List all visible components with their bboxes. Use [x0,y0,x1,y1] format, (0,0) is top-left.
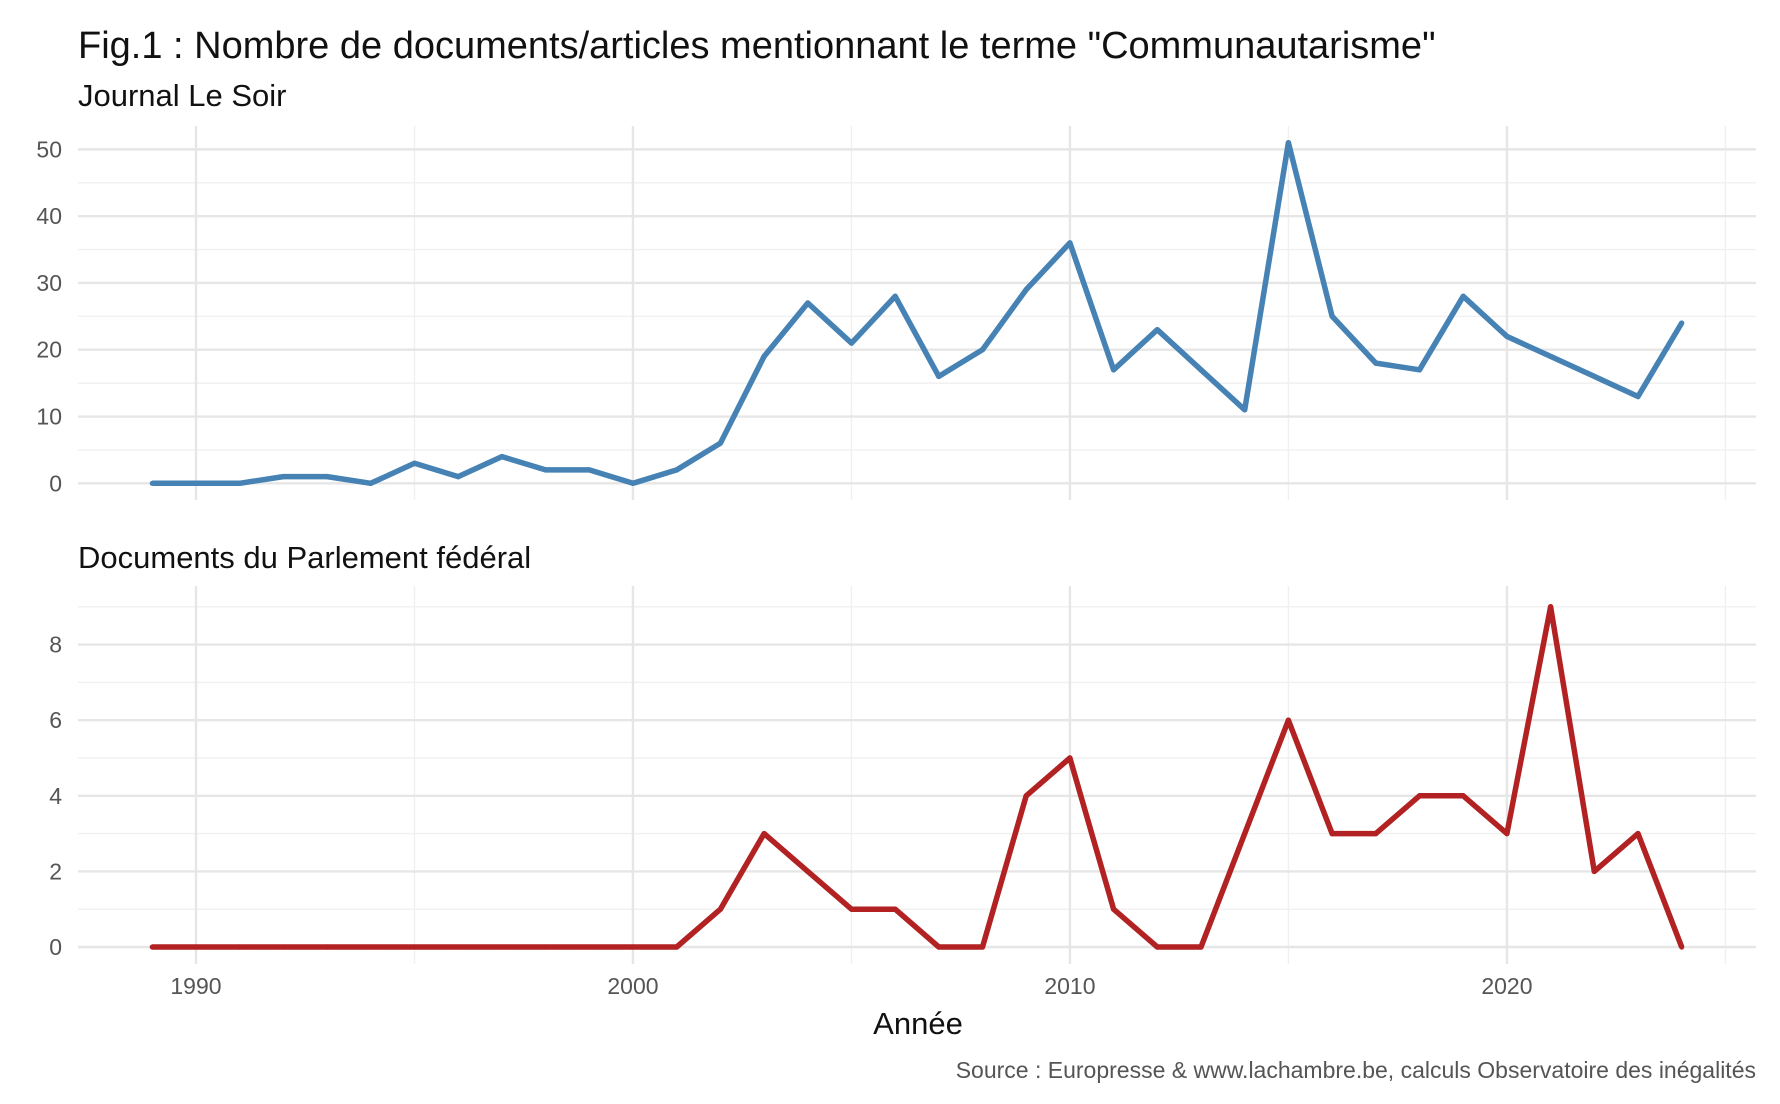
chart-title: Fig.1 : Nombre de documents/articles men… [78,25,1436,67]
y-tick-label: 4 [49,783,62,809]
data-point [1635,393,1641,400]
data-point [1242,407,1248,413]
data-point [193,944,199,950]
x-tick-label: 2000 [607,973,658,999]
y-tick-label: 8 [49,632,62,658]
data-point [1679,944,1685,950]
data-point [674,944,680,950]
series-line-1 [152,139,1685,487]
data-point [1067,240,1073,246]
panel-le-soir: 0 10 20 30 40 50 [36,126,1756,500]
panel-1-title: Journal Le Soir [78,78,287,113]
x-tick-label: 2020 [1481,973,1532,999]
data-point [1067,755,1073,761]
data-point [630,480,636,486]
data-point [280,944,286,950]
y-tick-label: 20 [36,337,62,363]
data-point [1285,717,1291,723]
data-point [717,906,724,912]
data-point [411,460,418,466]
data-point [1591,373,1597,379]
panel-parlement: 0 2 4 6 8 [49,586,1756,964]
data-point [1416,367,1423,373]
data-point [368,480,374,486]
data-point [805,868,811,875]
data-point [1023,287,1029,293]
y-tick-label: 10 [36,404,62,430]
data-point [674,467,680,473]
data-point [892,293,898,299]
data-point [848,340,855,346]
data-point [1023,793,1029,799]
data-point [1504,831,1510,837]
x-axis: 1990 2000 2010 2020 [170,973,1532,999]
data-point [1198,367,1204,373]
data-point [1460,293,1466,299]
x-tick-label: 2010 [1044,973,1095,999]
data-point [1460,793,1466,799]
data-point [936,373,942,379]
data-point [1679,320,1685,326]
data-point [1548,353,1554,359]
data-point [1285,140,1291,146]
data-point [848,906,855,912]
data-point [761,831,767,837]
y-tick-label: 0 [49,470,62,496]
data-point [1548,604,1554,610]
panel-2-title: Documents du Parlement fédéral [78,540,531,575]
y-tick-label: 40 [36,203,62,229]
data-point [499,944,505,950]
x-axis-title: Année [873,1006,963,1041]
y-tick-label: 2 [49,858,62,884]
data-point [1329,313,1335,319]
y-tick-label: 6 [49,707,62,733]
data-point [543,944,549,950]
data-point [368,944,374,950]
y-tick-label: 30 [36,270,62,296]
data-point [411,944,418,950]
data-point [1111,906,1117,912]
data-point [936,944,942,950]
x-tick-label: 1990 [170,973,221,999]
data-point [805,300,811,306]
data-point [1504,333,1510,339]
data-point [324,944,330,950]
data-point [1373,360,1379,366]
y-tick-label: 50 [36,136,62,162]
data-point [1373,831,1379,837]
data-point [1111,367,1117,373]
data-point [543,467,549,473]
data-point [1416,793,1423,799]
data-point [455,944,461,950]
data-point [455,474,461,480]
data-point [193,480,199,486]
data-point [761,353,767,359]
data-point [324,474,330,480]
data-point [717,440,724,446]
y-tick-label: 0 [49,934,62,960]
data-point [586,467,592,473]
data-point [1242,831,1248,837]
data-point [892,906,898,912]
data-point [1154,944,1160,950]
data-point [1154,327,1160,333]
data-point [1198,944,1204,950]
source-caption: Source : Europresse & www.lachambre.be, … [956,1057,1756,1083]
data-point [1329,831,1335,837]
data-point [280,474,286,480]
series-line-2 [152,604,1685,950]
data-point [149,480,155,486]
data-point [630,944,636,950]
data-point [1591,868,1597,875]
data-point [237,944,243,950]
data-point [149,944,155,950]
data-point [1635,831,1641,837]
data-point [979,944,986,950]
data-point [499,454,505,460]
data-point [586,944,592,950]
data-point [979,347,986,353]
data-point [237,480,243,486]
